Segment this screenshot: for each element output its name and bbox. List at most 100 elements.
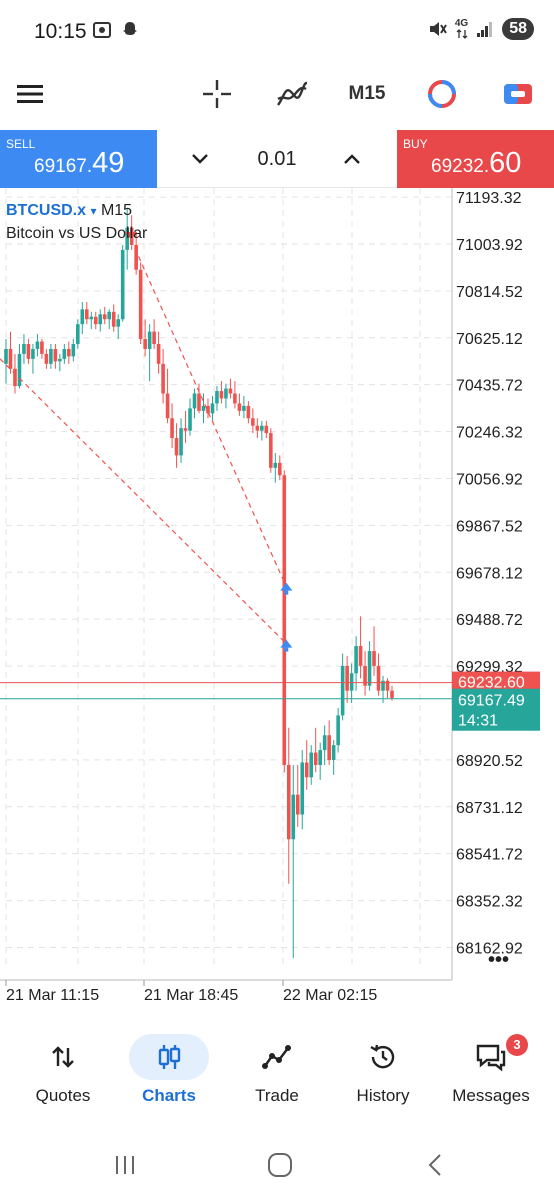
nav-messages-label: Messages xyxy=(452,1086,530,1105)
nav-quotes[interactable]: Quotes xyxy=(8,1030,118,1120)
candle-body xyxy=(277,462,282,476)
trade-history-line xyxy=(130,239,287,587)
trade-close-arrow xyxy=(280,582,293,591)
lot-decrease-button[interactable] xyxy=(185,144,215,174)
candle-body xyxy=(147,331,152,349)
candle-body xyxy=(322,735,327,751)
candle-body xyxy=(215,391,219,404)
candle-body xyxy=(22,344,26,354)
candle-body xyxy=(49,348,53,364)
network-indicator: 4G xyxy=(455,19,468,39)
trade-open-arrow xyxy=(125,232,138,240)
candle-body xyxy=(102,314,107,320)
candle-body xyxy=(206,405,210,414)
y-tick-label: 68920.52 xyxy=(456,753,523,770)
candle-body xyxy=(197,393,201,411)
nav-trade[interactable]: Trade xyxy=(222,1030,332,1120)
buy-button[interactable]: BUY 69232.60 xyxy=(397,130,554,188)
y-tick-label: 68352.32 xyxy=(456,894,523,911)
nav-messages[interactable]: 3 Messages xyxy=(436,1030,546,1120)
history-clock-icon xyxy=(370,1044,395,1069)
crosshair-icon xyxy=(203,80,231,108)
candle-body xyxy=(304,762,309,778)
home-button[interactable] xyxy=(260,1150,300,1180)
candle-body xyxy=(309,752,314,778)
candle-body xyxy=(264,425,269,434)
indicators-button[interactable] xyxy=(270,74,314,114)
nav-charts[interactable]: Charts xyxy=(114,1030,224,1120)
nav-charts-icon-wrap xyxy=(129,1034,209,1080)
trade-line-icon xyxy=(262,1045,291,1069)
sell-button[interactable]: SELL 69167.49 xyxy=(0,130,157,188)
lot-increase-button[interactable] xyxy=(337,144,367,174)
candle-body xyxy=(31,348,35,359)
y-tick-label: 68162.92 xyxy=(456,940,523,957)
candle-body xyxy=(183,428,188,431)
nav-messages-icon-wrap xyxy=(451,1034,531,1080)
candle-body xyxy=(363,665,367,686)
candlestick-chart-svg[interactable]: 71193.32 71003.92 70814.52 70625.12 70435.72… xyxy=(0,188,554,1010)
symbol-dropdown-icon[interactable]: ▾ xyxy=(90,204,97,218)
candle-body xyxy=(134,244,138,270)
candle-body xyxy=(349,673,354,691)
candle-body xyxy=(318,750,322,765)
candle-body xyxy=(62,348,67,359)
candle-body xyxy=(358,646,363,666)
data-arrows-icon xyxy=(456,29,467,39)
candle-body xyxy=(354,646,358,674)
candle-body xyxy=(156,344,161,364)
mute-icon xyxy=(429,22,447,36)
candle-body xyxy=(53,348,58,362)
y-tick-label: 71193.32 xyxy=(456,190,522,207)
symbol-name[interactable]: BTCUSD.x xyxy=(6,202,87,219)
candle-body xyxy=(76,324,80,344)
recent-apps-icon xyxy=(116,1156,134,1174)
candle-body xyxy=(40,341,44,354)
lot-size-value[interactable]: 0.01 xyxy=(257,148,297,170)
candle-body xyxy=(273,462,278,468)
candle-body xyxy=(4,348,8,364)
y-tick-label: 71003.92 xyxy=(456,237,523,254)
candle-body xyxy=(120,249,125,320)
candle-body xyxy=(179,428,183,456)
candle-body xyxy=(192,393,197,409)
nav-history[interactable]: History xyxy=(328,1030,438,1120)
hamburger-menu-icon xyxy=(17,85,43,103)
recent-apps-button[interactable] xyxy=(105,1150,145,1180)
candle-body xyxy=(44,353,49,364)
sell-price: 69167.49 xyxy=(34,147,124,180)
candle-body xyxy=(336,715,340,746)
crosshair-button[interactable] xyxy=(197,74,237,114)
candle-body xyxy=(210,403,215,414)
price-chart[interactable]: 71193.32 71003.92 70814.52 70625.12 70435.72… xyxy=(0,188,554,1010)
symbol-timeframe: M15 xyxy=(100,202,133,219)
candle-body xyxy=(8,348,13,369)
y-tick-label: 70814.52 xyxy=(456,284,523,301)
status-notification-icons xyxy=(92,20,140,40)
symbol-header: BTCUSD.x ▾ M15 xyxy=(6,202,132,220)
trade-history-line xyxy=(0,358,287,645)
new-order-icon xyxy=(504,84,532,104)
candle-body xyxy=(345,665,349,691)
candle-body xyxy=(246,405,251,419)
y-tick-label: 69678.12 xyxy=(456,565,523,582)
candle-body xyxy=(35,341,40,349)
candle-body xyxy=(93,316,98,325)
lot-size-control: 0.01 xyxy=(157,130,397,188)
menu-button[interactable] xyxy=(10,74,50,114)
battery-indicator: 58 xyxy=(502,18,534,40)
candle-body xyxy=(219,391,224,399)
candle-body xyxy=(233,393,237,404)
x-tick-label: 21 Mar 18:45 xyxy=(144,987,238,1004)
timeframe-button[interactable]: M15 xyxy=(348,83,386,104)
back-button[interactable] xyxy=(415,1150,455,1180)
sell-label: SELL xyxy=(6,137,36,151)
screenshot-icon xyxy=(93,22,111,38)
candle-body xyxy=(111,311,116,327)
new-order-button[interactable] xyxy=(496,74,540,114)
candle-body xyxy=(228,388,233,394)
candle-body xyxy=(376,665,381,691)
bid-price-tag-label: 69167.49 xyxy=(458,693,525,710)
objects-button[interactable] xyxy=(420,74,464,114)
